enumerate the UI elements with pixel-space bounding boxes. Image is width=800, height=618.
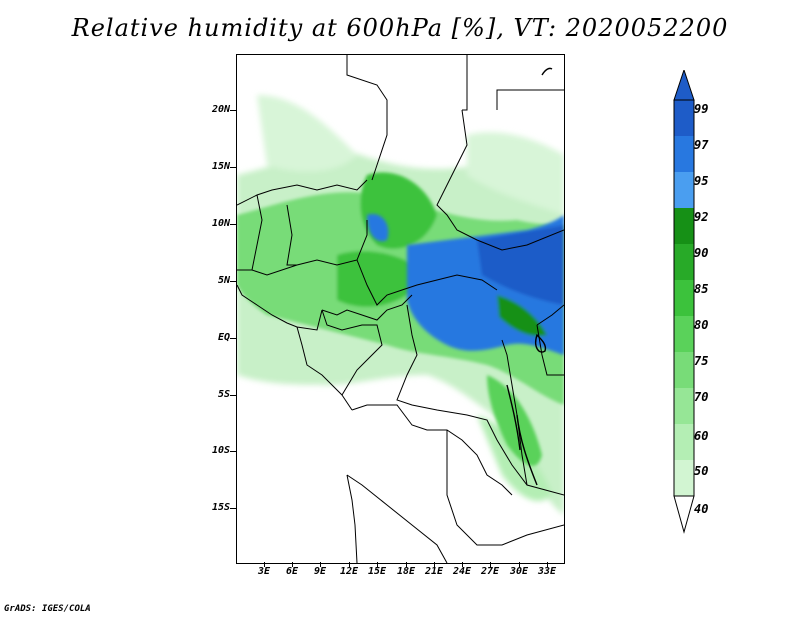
colorbar-block xyxy=(674,280,694,316)
colorbar-label: 50 xyxy=(694,464,709,478)
lat-tick xyxy=(230,508,236,509)
colorbar-label: 70 xyxy=(694,390,709,404)
lat-tick xyxy=(230,451,236,452)
lon-label: 24E xyxy=(452,566,472,577)
lon-tick xyxy=(264,562,265,567)
lon-label: 33E xyxy=(537,566,557,577)
humidity-map xyxy=(237,55,564,563)
colorbar-block xyxy=(674,100,694,136)
colorbar-block xyxy=(674,388,694,424)
colorbar-outline xyxy=(673,99,695,497)
lakes-and-rivers xyxy=(506,67,553,486)
lon-tick xyxy=(519,562,520,567)
lon-label: 21E xyxy=(424,566,444,577)
lat-label: 5N xyxy=(217,275,230,286)
colorbar-label: 75 xyxy=(694,354,709,368)
lat-tick xyxy=(230,167,236,168)
map-title: Relative humidity at 600hPa [%], VT: 202… xyxy=(71,14,729,42)
colorbar-label: 99 xyxy=(694,102,709,116)
country-borders xyxy=(237,55,564,563)
lon-tick xyxy=(462,562,463,567)
lat-tick xyxy=(230,338,236,339)
colorbar-top-arrow xyxy=(673,70,695,101)
lat-tick xyxy=(230,224,236,225)
colorbar-label: 90 xyxy=(694,246,709,260)
lat-label: 20N xyxy=(211,104,230,115)
lat-label: 5S xyxy=(217,389,230,400)
colorbar-block xyxy=(674,208,694,244)
lon-label: 15E xyxy=(367,566,387,577)
lat-tick xyxy=(230,281,236,282)
lon-label: 18E xyxy=(396,566,416,577)
lon-label: 6E xyxy=(285,566,299,577)
lon-tick xyxy=(547,562,548,567)
lat-tick xyxy=(230,395,236,396)
colorbar-label: 60 xyxy=(694,429,709,443)
colorbar-label: 97 xyxy=(694,138,709,152)
lon-label: 30E xyxy=(509,566,529,577)
lon-tick xyxy=(292,562,293,567)
colorbar-block xyxy=(674,244,694,280)
colorbar-block xyxy=(674,316,694,352)
colorbar-label: 40 xyxy=(694,502,709,516)
lon-tick xyxy=(434,562,435,567)
lon-tick xyxy=(490,562,491,567)
map-plot-area xyxy=(236,54,565,564)
lat-label: EQ xyxy=(217,332,230,343)
lat-tick xyxy=(230,110,236,111)
colorbar-bottom-arrow xyxy=(673,495,695,534)
colorbar-block xyxy=(674,424,694,460)
lon-label: 9E xyxy=(313,566,327,577)
colorbar xyxy=(673,70,695,534)
credit-text: GrADS: IGES/COLA xyxy=(4,604,91,614)
colorbar-block xyxy=(674,172,694,208)
colorbar-block xyxy=(674,352,694,388)
lat-label: 15S xyxy=(211,502,230,513)
lon-label: 3E xyxy=(257,566,271,577)
lon-tick xyxy=(349,562,350,567)
colorbar-label: 95 xyxy=(694,174,709,188)
lat-label: 10N xyxy=(211,218,230,229)
lon-label: 27E xyxy=(480,566,500,577)
humidity-fill-high xyxy=(367,214,564,355)
colorbar-label: 85 xyxy=(694,282,709,296)
colorbar-block xyxy=(674,460,694,496)
lon-label: 12E xyxy=(339,566,359,577)
lon-tick xyxy=(377,562,378,567)
colorbar-label: 92 xyxy=(694,210,709,224)
colorbar-block xyxy=(674,136,694,172)
lon-tick xyxy=(320,562,321,567)
lon-tick xyxy=(406,562,407,567)
colorbar-label: 80 xyxy=(694,318,709,332)
lat-label: 15N xyxy=(211,161,230,172)
colorbar-blocks xyxy=(673,70,695,534)
lat-label: 10S xyxy=(211,445,230,456)
